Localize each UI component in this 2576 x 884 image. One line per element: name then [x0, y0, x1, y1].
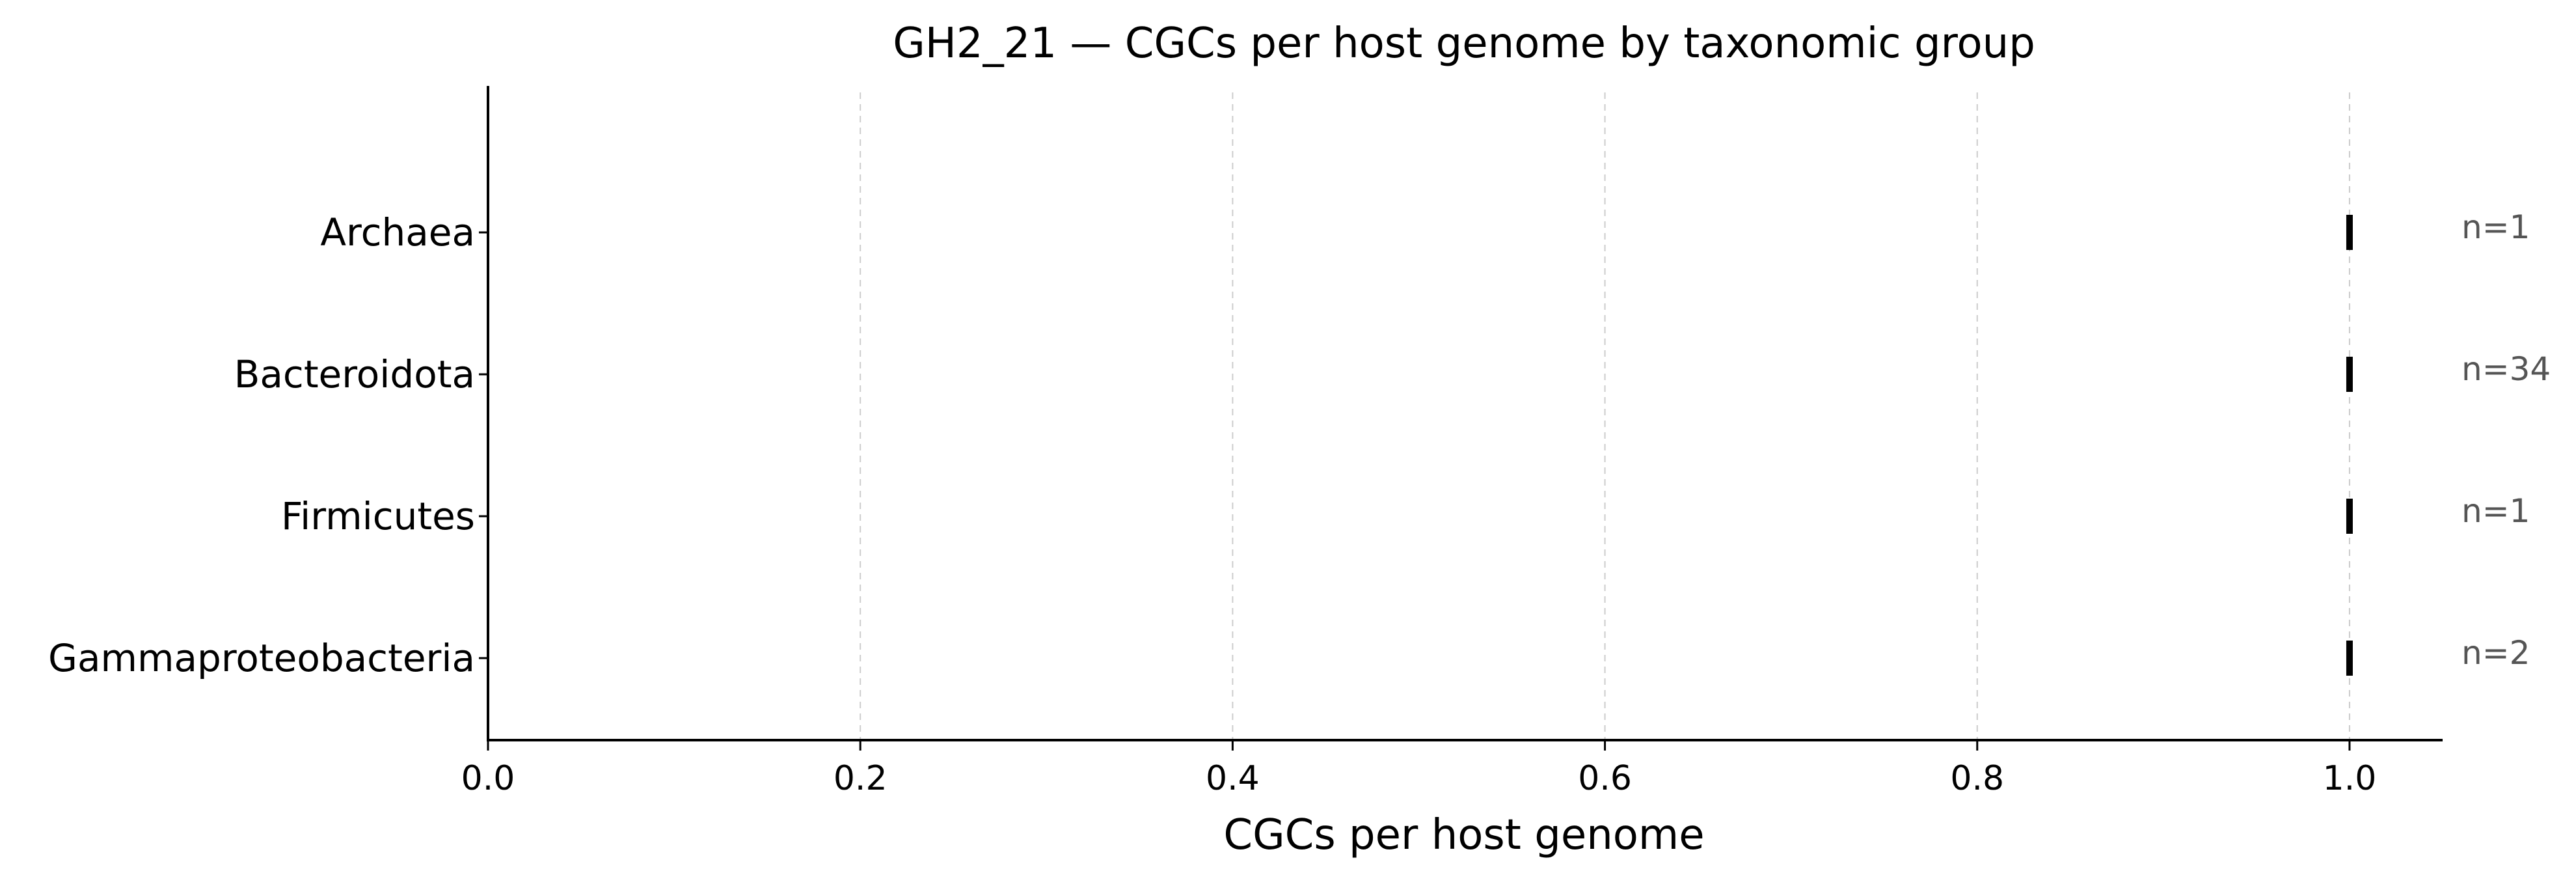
x-axis-label: CGCs per host genome [1223, 811, 1704, 859]
x-tick-label: 0.4 [1206, 759, 1260, 798]
category-label: Gammaproteobacteria [48, 636, 475, 680]
x-tick-label: 0.6 [1578, 759, 1632, 798]
count-labels: n=1 n=34 n=1 n=2 [2461, 208, 2551, 672]
category-label: Firmicutes [281, 494, 475, 538]
x-ticks: 0.0 0.2 0.4 0.6 0.8 1.0 [461, 740, 2377, 798]
x-tick-label: 0.2 [834, 759, 888, 798]
count-label: n=2 [2461, 634, 2530, 672]
category-label: Archaea [320, 210, 475, 255]
grid-lines [860, 92, 2350, 740]
category-labels: Archaea Bacteroidota Firmicutes Gammaproteo… [48, 210, 488, 680]
count-label: n=34 [2461, 350, 2551, 388]
x-tick-label: 1.0 [2323, 759, 2377, 798]
x-tick-label: 0.8 [1950, 759, 2004, 798]
category-label: Bacteroidota [234, 352, 475, 396]
x-tick-label: 0.0 [461, 759, 515, 798]
count-label: n=1 [2461, 492, 2530, 530]
axes [487, 86, 2443, 741]
count-label: n=1 [2461, 208, 2530, 246]
chart-title: GH2_21 — CGCs per host genome by taxonom… [893, 20, 2035, 68]
